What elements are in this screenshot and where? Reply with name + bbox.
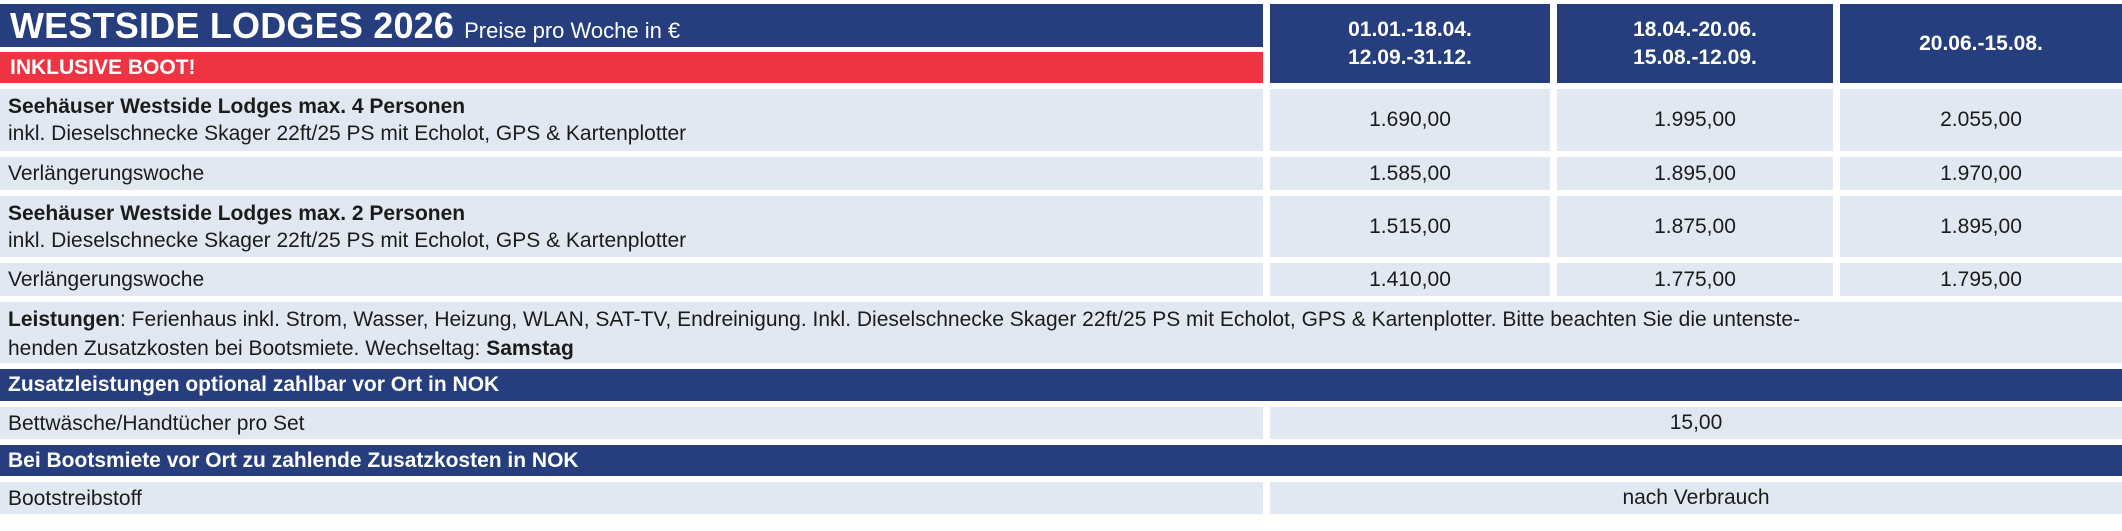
price-cell: 1.775,00 (1557, 263, 1833, 296)
season-dates-line2: 12.09.-31.12. (1348, 45, 1472, 69)
table-row: Bettwäsche/Handtücher pro Set 15,00 (0, 407, 2122, 439)
title-band: WESTSIDE LODGES 2026 Preise pro Woche in … (0, 4, 1263, 47)
section-heading-boat-costs: Bei Bootsmiete vor Ort zu zahlende Zusat… (0, 445, 2122, 476)
lodge-subtitle: inkl. Dieselschnecke Skager 22ft/25 PS m… (8, 228, 687, 252)
season-dates-line2: 15.08.-12.09. (1633, 45, 1757, 69)
season-header-low: 01.01.-18.04. 12.09.-31.12. (1270, 4, 1550, 83)
lodge-title: Seehäuser Westside Lodges max. 4 Persone… (8, 95, 466, 118)
services-note-row: Leistungen: Ferienhaus inkl. Strom, Wass… (0, 302, 2122, 363)
page-subtitle: Preise pro Woche in € (464, 18, 681, 43)
row-description: Verlängerungswoche (0, 263, 1263, 296)
row-label: Verlängerungswoche (8, 268, 205, 291)
row-description: Bootstreibstoff (0, 482, 1263, 514)
lodge-subtitle: inkl. Dieselschnecke Skager 22ft/25 PS m… (8, 122, 687, 145)
season-dates-line1: 01.01.-18.04. (1348, 17, 1472, 41)
section-heading-extras: Zusatzleistungen optional zahlbar vor Or… (0, 369, 2122, 401)
price-cell: 1.995,00 (1557, 89, 1833, 151)
row-label: Verlängerungswoche (8, 162, 205, 185)
price-cell: 2.055,00 (1840, 89, 2122, 151)
season-header-high: 20.06.-15.08. (1840, 4, 2122, 83)
price-cell: 1.795,00 (1840, 263, 2122, 296)
price-cell: 1.410,00 (1270, 263, 1550, 296)
price-table: WESTSIDE LODGES 2026 Preise pro Woche in … (0, 4, 2122, 514)
season-dates-line1: 20.06.-15.08. (1919, 31, 2043, 55)
price-cell: 1.895,00 (1840, 196, 2122, 257)
page-title: WESTSIDE LODGES 2026 (10, 5, 455, 46)
merged-price-cell: 15,00 (1270, 407, 2122, 439)
table-row: Verlängerungswoche 1.585,00 1.895,00 1.9… (0, 157, 2122, 190)
table-row: Seehäuser Westside Lodges max. 2 Persone… (0, 196, 2122, 257)
services-note-line2: henden Zusatzkosten bei Bootsmiete. Wech… (8, 337, 574, 360)
merged-price-cell: nach Verbrauch (1270, 482, 2122, 514)
row-description: Verlängerungswoche (0, 157, 1263, 190)
header-left-stack: WESTSIDE LODGES 2026 Preise pro Woche in … (0, 4, 1263, 83)
banner-label: INKLUSIVE BOOT! (10, 56, 196, 79)
price-cell: 1.895,00 (1557, 157, 1833, 190)
section-heading-row: Bei Bootsmiete vor Ort zu zahlende Zusat… (0, 445, 2122, 476)
price-cell: 1.515,00 (1270, 196, 1550, 257)
row-label: Bettwäsche/Handtücher pro Set (8, 411, 305, 435)
inclusive-boat-banner: INKLUSIVE BOOT! (0, 52, 1263, 83)
row-description: Bettwäsche/Handtücher pro Set (0, 407, 1263, 439)
services-note-line1: Leistungen: Ferienhaus inkl. Strom, Wass… (8, 308, 1801, 331)
table-row: Seehäuser Westside Lodges max. 4 Persone… (0, 89, 2122, 151)
price-cell: 1.970,00 (1840, 157, 2122, 190)
season-header-mid: 18.04.-20.06. 15.08.-12.09. (1557, 4, 1833, 83)
row-description: Seehäuser Westside Lodges max. 4 Persone… (0, 89, 1263, 151)
season-dates-line1: 18.04.-20.06. (1633, 17, 1757, 41)
row-label: Bootstreibstoff (8, 486, 142, 510)
changeover-day: Samstag (486, 337, 574, 360)
lodge-title: Seehäuser Westside Lodges max. 2 Persone… (8, 201, 466, 225)
table-header-row: WESTSIDE LODGES 2026 Preise pro Woche in … (0, 4, 2122, 83)
table-row: Verlängerungswoche 1.410,00 1.775,00 1.7… (0, 263, 2122, 296)
table-row: Bootstreibstoff nach Verbrauch (0, 482, 2122, 514)
price-cell: 1.585,00 (1270, 157, 1550, 190)
services-label: Leistungen (8, 308, 121, 331)
services-note: Leistungen: Ferienhaus inkl. Strom, Wass… (0, 302, 2122, 363)
price-cell: 1.690,00 (1270, 89, 1550, 151)
price-cell: 1.875,00 (1557, 196, 1833, 257)
section-heading-row: Zusatzleistungen optional zahlbar vor Or… (0, 369, 2122, 401)
row-description: Seehäuser Westside Lodges max. 2 Persone… (0, 196, 1263, 257)
